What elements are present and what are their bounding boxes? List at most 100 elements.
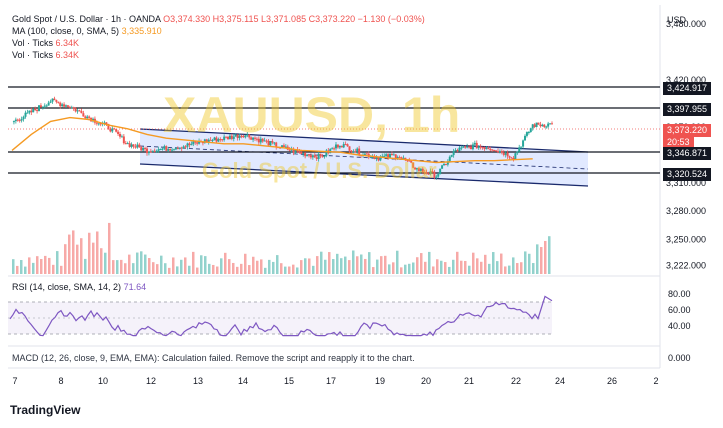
candle-body [331,148,334,150]
candle-body [57,101,60,103]
volume-bar [444,262,447,274]
volume-bars [12,222,551,274]
candle-body [473,142,476,145]
candle-body [105,122,108,124]
legend-ma-row[interactable]: MA (100, close, 0, SMA, 5) 3,335.910 [12,25,162,37]
volume-bar [224,252,227,274]
candle-body [182,146,185,149]
candle-body [78,110,81,112]
legend-rsi-label: RSI (14, close, SMA, 14, 2) [12,282,122,292]
volume-bar [72,230,75,274]
candle-body [429,171,432,175]
currency-label: USD [667,15,687,25]
candle-body [109,128,112,132]
candle-body [178,147,181,149]
channel-lower-line [139,163,589,187]
legend-vol1-row[interactable]: Vol · Ticks 6.34K [12,37,79,49]
candle-body [117,131,120,134]
volume-bar [416,257,419,274]
volume-bar [436,259,439,274]
candle-body [425,172,428,174]
volume-bar [460,260,463,274]
x-tick-label: 14 [238,376,248,386]
legend-rsi-row[interactable]: RSI (14, close, SMA, 14, 2) 71.64 [12,281,146,293]
rsi-pane [8,295,553,337]
candle-body [269,141,272,146]
volume-bar [112,260,115,274]
candle-body [103,122,106,124]
candle-body [531,124,534,129]
x-tick-label: 24 [555,376,565,386]
candle-body [107,123,110,129]
volume-bar [28,257,31,274]
price-tag-r1[interactable]: 3,424.917 [663,82,712,95]
volume-bar [504,266,507,274]
candle-body [419,168,422,171]
volume-bar [260,259,263,274]
volume-bar [128,254,131,274]
volume-bar [140,251,143,274]
candle-body [244,135,247,138]
candle-body [344,144,347,146]
volume-bar [52,264,55,274]
volume-bar [328,252,331,274]
candle-body [514,153,517,160]
price-tag-s1[interactable]: 3,346.871 [663,147,712,160]
price-tag-s2[interactable]: 3,320.524 [663,168,712,181]
candle-body [76,110,79,112]
price-tag-r2[interactable]: 3,397.955 [663,103,712,116]
legend-macd-row[interactable]: MACD (12, 26, close, 9, EMA, EMA): Calcu… [12,352,415,364]
candle-body [51,98,54,102]
candle-body [180,147,183,149]
volume-bar [472,252,475,274]
candle-body [427,173,430,175]
volume-bar [44,255,47,274]
candle-body [16,119,19,121]
price-tick-label: 3,420.000 [666,75,706,85]
candle-body [128,143,131,147]
volume-bar [520,262,523,274]
candle-body [55,100,58,102]
legend-high: H3,375.115 [212,14,259,24]
candle-body [350,150,353,152]
candle-body [120,136,123,138]
candle-body [215,137,218,142]
candle-body [63,104,66,107]
candle-body [298,151,301,153]
candle-body [28,110,31,113]
x-tick-label: 10 [98,376,108,386]
volume-bar [196,267,199,274]
watermark-name: Gold Spot / U.S. Dollar [202,158,437,183]
descending-channel[interactable] [139,128,589,187]
volume-bar [244,253,247,274]
volume-bar [500,253,503,274]
price-tag-countdown: 20:53 [663,136,694,149]
candle-body [354,151,357,153]
candle-body [41,106,44,108]
candle-body [273,142,276,144]
candle-body [396,157,399,159]
volume-bar [116,260,119,274]
channel-upper-line [139,128,589,153]
candle-body [12,121,15,123]
volume-bar [368,252,371,274]
candle-body [213,137,216,141]
volume-bar [528,253,531,274]
candle-body [433,171,436,178]
volume-bar [220,258,223,274]
candle-body [234,134,237,137]
volume-bar [304,258,307,274]
volume-bar [188,265,191,274]
candle-body [458,147,461,152]
legend-ma-label: MA (100, close, 0, SMA, 5) [12,26,120,36]
candle-body [232,136,235,139]
candle-body [398,157,401,159]
volume-bar [440,260,443,274]
candle-body [24,112,27,117]
volume-bar [176,266,179,274]
price-tick-label: 3,280.000 [666,206,706,216]
volume-bar [296,267,299,274]
legend-vol2-row[interactable]: Vol · Ticks 6.34K [12,49,79,61]
candle-body [408,160,411,162]
